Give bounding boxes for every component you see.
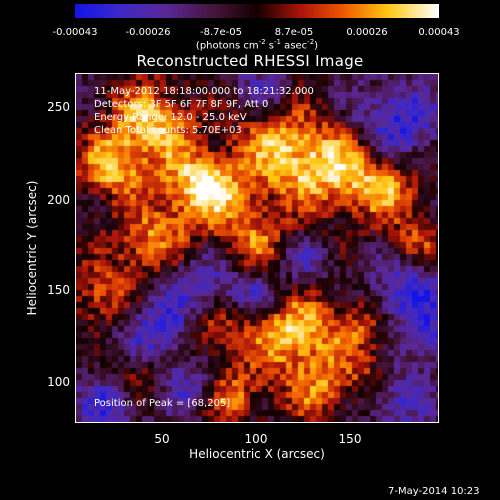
x-tick-label: 50 bbox=[154, 432, 170, 446]
x-axis-label: Heliocentric X (arcsec) bbox=[189, 447, 325, 461]
colorbar-tick-label: -0.00043 bbox=[52, 27, 98, 38]
y-tick-label: 250 bbox=[47, 100, 70, 114]
time-range-annotation: 11-May-2012 18:18:00.000 to 18:21:32.000 bbox=[94, 86, 314, 97]
heatmap-plot-area: 11-May-2012 18:18:00.000 to 18:21:32.000… bbox=[75, 73, 439, 423]
x-tick-label: 150 bbox=[338, 432, 362, 446]
colorbar-tick-label: 0.00043 bbox=[418, 27, 460, 38]
colorbar-tick-label: 0.00026 bbox=[346, 27, 388, 38]
colorbar-tick-label: -0.00026 bbox=[125, 27, 171, 38]
x-tick-label: 100 bbox=[244, 432, 268, 446]
colorbar-tick-label: -8.7e-05 bbox=[200, 27, 242, 38]
y-axis-label: Heliocentric Y (arcsec) bbox=[25, 180, 39, 316]
y-tick-label: 150 bbox=[47, 283, 70, 297]
colorbar bbox=[75, 4, 439, 18]
method-counts-annotation: Clean Total counts: 5.70E+03 bbox=[94, 125, 242, 136]
peak-position-annotation: Position of Peak = [68,205] bbox=[94, 398, 231, 409]
y-tick-label: 200 bbox=[47, 193, 70, 207]
chart-title: Reconstructed RHESSI Image bbox=[136, 52, 364, 70]
colorbar-tick-label: 8.7e-05 bbox=[274, 27, 314, 38]
timestamp-footer: 7-May-2014 10:23 bbox=[388, 486, 480, 497]
colorbar-unit-label: (photons cm-2 s-1 asec-2) bbox=[195, 38, 319, 52]
y-tick-label: 100 bbox=[47, 375, 70, 389]
energy-range-annotation: Energy Range: 12.0 - 25.0 keV bbox=[94, 112, 247, 123]
heatmap-image bbox=[76, 74, 438, 422]
detectors-annotation: Detectors: 3F 5F 6F 7F 8F 9F, Att 0 bbox=[94, 99, 269, 110]
